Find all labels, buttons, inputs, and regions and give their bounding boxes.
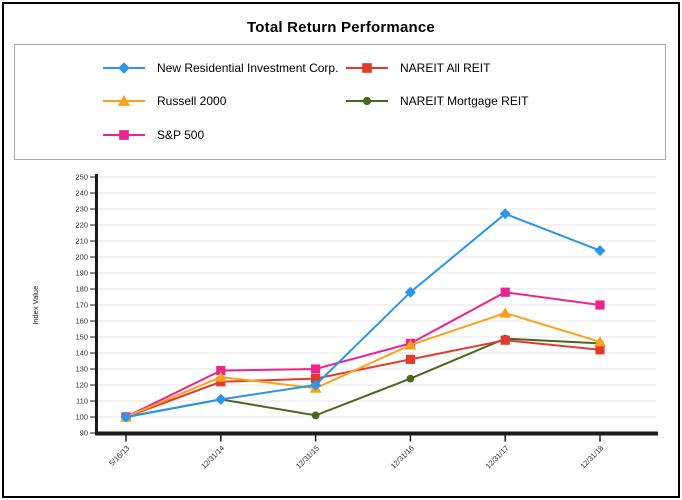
- series-marker-square-icon: [216, 377, 226, 387]
- legend-marker-shape: [362, 63, 372, 73]
- legend-label: Russell 2000: [157, 94, 227, 108]
- legend-marker-triangle-icon: [103, 95, 145, 106]
- legend-marker-shape: [119, 130, 129, 140]
- y-tick-label: 140: [75, 349, 88, 358]
- y-tick-label: 170: [75, 301, 88, 310]
- chart-legend: New Residential Investment Corp. NAREIT A…: [14, 44, 666, 160]
- legend-label: S&P 500: [157, 128, 205, 142]
- legend-item: NAREIT All REIT: [344, 60, 490, 76]
- y-tick-label: 190: [75, 269, 88, 278]
- x-tick-label: 12/31/18: [578, 444, 605, 471]
- y-tick-label: 160: [75, 317, 88, 326]
- legend-item: NAREIT Mortgage REIT: [344, 93, 528, 109]
- legend-marker-circle-icon: [346, 96, 388, 106]
- y-tick-label: 250: [75, 173, 88, 182]
- series-marker-circle-icon: [311, 411, 320, 420]
- legend-item: Russell 2000: [101, 93, 226, 109]
- series-marker-circle-icon: [406, 374, 415, 383]
- series-marker-square-icon: [595, 345, 605, 355]
- y-tick-label: 150: [75, 333, 88, 342]
- series-marker-triangle-icon: [594, 336, 606, 347]
- series-line: [125, 337, 601, 418]
- x-tick-label: 12/31/15: [294, 444, 321, 471]
- series-line: [125, 339, 601, 418]
- series-marker-square-icon: [311, 374, 321, 384]
- y-tick-label: 200: [75, 253, 88, 262]
- chart-area: 90 100 110 120 130 140 150 160 170 180 190 200 210 22…: [0, 165, 682, 500]
- series-marker-square-icon: [405, 354, 415, 364]
- series-marker-triangle-icon: [214, 371, 227, 382]
- legend-marker-shape: [118, 62, 130, 74]
- legend-item: New Residential Investment Corp.: [101, 60, 338, 76]
- series-marker-square-icon: [311, 364, 321, 374]
- chart-title: Total Return Performance: [247, 19, 435, 36]
- x-tick-label: 12/31/17: [484, 444, 511, 471]
- series-marker-triangle-icon: [499, 307, 512, 318]
- series-marker-square-icon: [216, 366, 226, 376]
- legend-label: NAREIT All REIT: [400, 61, 491, 75]
- y-tick-label: 180: [75, 285, 88, 294]
- legend-marker-shape: [117, 95, 131, 106]
- y-tick-label: 210: [75, 237, 88, 246]
- x-tick-label: 12/31/14: [199, 444, 226, 471]
- x-tick-label: 12/31/16: [389, 444, 416, 471]
- series-marker-diamond-icon: [310, 379, 322, 391]
- y-tick-label: 90: [80, 429, 88, 438]
- series-marker-diamond-icon: [215, 393, 227, 405]
- series-marker-triangle-icon: [404, 339, 417, 350]
- series-line: [125, 291, 601, 418]
- y-tick-label: 130: [75, 365, 88, 374]
- legend-marker-shape: [362, 96, 372, 106]
- series-marker-diamond-icon: [404, 286, 416, 298]
- series-line: [125, 212, 601, 418]
- series-marker-square-icon: [595, 300, 605, 310]
- legend-marker-square-icon: [103, 130, 145, 140]
- legend-label: NAREIT Mortgage REIT: [400, 94, 529, 108]
- legend-item: S&P 500: [101, 127, 204, 143]
- series-marker-diamond-icon: [120, 411, 132, 423]
- y-tick-label: 220: [75, 221, 88, 230]
- series-marker-diamond-icon: [499, 208, 511, 220]
- x-tick-label: 5/16/13: [107, 444, 131, 468]
- legend-marker-diamond-icon: [103, 62, 145, 74]
- y-tick-label: 100: [75, 413, 88, 422]
- y-tick-label: 230: [75, 205, 88, 214]
- y-tick-label: 240: [75, 189, 88, 198]
- series-line: [125, 311, 601, 418]
- legend-marker-square-icon: [346, 63, 388, 73]
- y-tick-label: 110: [76, 397, 88, 406]
- series-marker-square-icon: [500, 335, 510, 345]
- line-chart-canvas: 90 100 110 120 130 140 150 160 170 180 190 200 210 22…: [31, 173, 658, 471]
- y-tick-label: 120: [75, 381, 88, 390]
- legend-label: New Residential Investment Corp.: [157, 61, 339, 75]
- series-marker-square-icon: [500, 287, 510, 297]
- series-marker-diamond-icon: [594, 245, 606, 257]
- y-axis-title: Index Value: [31, 286, 40, 325]
